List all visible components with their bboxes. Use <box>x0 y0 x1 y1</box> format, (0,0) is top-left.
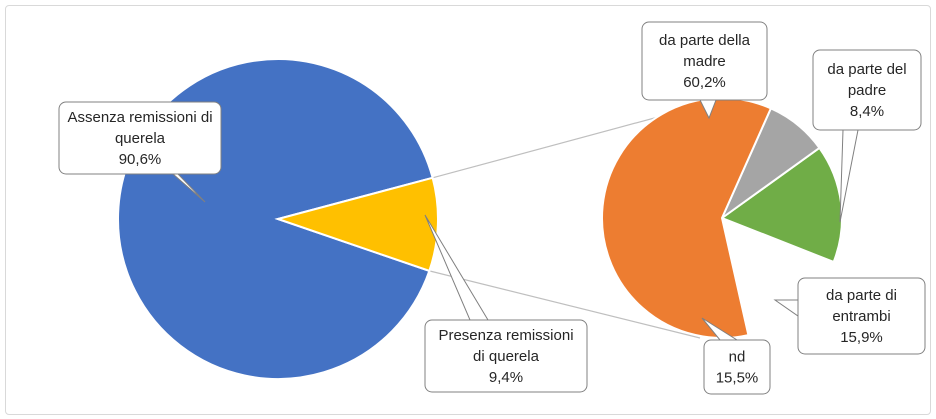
data-label-category: entrambi <box>832 308 890 325</box>
data-label-category: Presenza remissioni <box>438 327 573 344</box>
callout-da-parte-di-entrambi: da parte di entrambi 15,9% <box>797 277 926 355</box>
data-label-category: querela <box>115 130 166 147</box>
callout-box <box>703 339 771 395</box>
connector-line-bottom <box>429 270 701 339</box>
data-label-category: da parte di <box>826 287 897 304</box>
data-label-value: 8,4% <box>850 103 884 120</box>
callout-pointer <box>424 214 489 321</box>
callout-box <box>797 277 926 355</box>
data-label-value: 90,6% <box>119 151 162 168</box>
callout-box <box>424 319 588 393</box>
data-label-value: 9,4% <box>489 369 523 386</box>
callout-pointer <box>773 299 799 317</box>
data-label-value: 15,9% <box>840 329 883 346</box>
callout-da-parte-della-madre: da parte della madre 60,2% <box>641 21 768 101</box>
data-label-category: Assenza remissioni di <box>67 109 212 126</box>
callout-pointer <box>839 129 859 223</box>
data-label-category: di querela <box>473 348 540 365</box>
data-label-category: nd <box>729 349 746 366</box>
callout-da-parte-del-padre: da parte del padre 8,4% <box>812 49 922 131</box>
data-label-category: madre <box>683 53 726 70</box>
data-label-value: 15,5% <box>716 370 759 387</box>
callout-box <box>641 21 768 101</box>
data-label-value: 60,2% <box>683 74 726 91</box>
data-label-category: padre <box>848 82 886 99</box>
slice-presenza-remissioni <box>274 176 440 273</box>
data-label-category: da parte del <box>827 61 906 78</box>
callout-box <box>812 49 922 131</box>
callout-nd: nd 15,5% <box>703 339 771 395</box>
callout-box <box>58 101 222 175</box>
callout-assenza-remissioni-di-querela: Assenza remissioni di querela 90,6% <box>58 101 222 175</box>
data-label-category: da parte della <box>659 32 751 49</box>
callout-presenza-remissioni-di-querela: Presenza remissioni di querela 9,4% <box>424 319 588 393</box>
